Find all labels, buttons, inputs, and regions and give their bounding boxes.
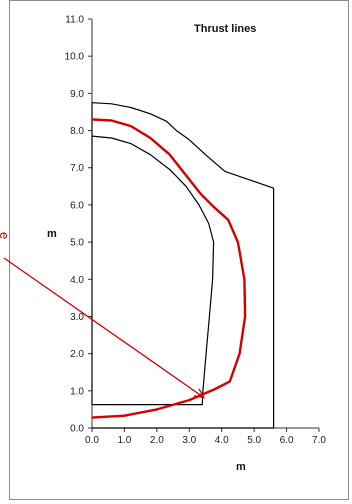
x-tick-label: 1.0 bbox=[117, 435, 131, 446]
y-tick-label: 7.0 bbox=[70, 163, 84, 174]
x-tick-label: 4.0 bbox=[215, 435, 229, 446]
x-tick-label: 6.0 bbox=[280, 435, 294, 446]
x-tick-label: 0.0 bbox=[85, 435, 99, 446]
y-tick-label: 10.0 bbox=[65, 52, 85, 63]
annotation-arrow-line bbox=[3, 257, 205, 399]
x-tick-label: 7.0 bbox=[312, 435, 326, 446]
annotation-arrow-head bbox=[193, 388, 206, 399]
x-axis-title: m bbox=[236, 461, 246, 473]
y-tick-label: 1.0 bbox=[70, 386, 84, 397]
y-tick-label: 3.0 bbox=[70, 312, 84, 323]
annotation-label-fragment: e bbox=[0, 232, 12, 239]
y-tick-label: 6.0 bbox=[70, 200, 84, 211]
series-line-2 bbox=[91, 135, 215, 406]
y-tick-label: 5.0 bbox=[70, 238, 84, 249]
y-tick-label: 0.0 bbox=[70, 424, 84, 435]
y-tick-label: 9.0 bbox=[70, 89, 84, 100]
x-tick-label: 2.0 bbox=[150, 435, 164, 446]
y-tick-label: 4.0 bbox=[70, 275, 84, 286]
series-line-1 bbox=[91, 102, 275, 429]
chart-frame bbox=[9, 0, 349, 500]
series-line-3 bbox=[91, 118, 247, 419]
x-tick-label: 5.0 bbox=[247, 435, 261, 446]
y-tick-label: 2.0 bbox=[70, 349, 84, 360]
y-tick-label: 8.0 bbox=[70, 126, 84, 137]
y-tick-label: 11.0 bbox=[65, 15, 84, 26]
chart-title: Thrust lines bbox=[194, 23, 256, 35]
y-axis-title: m bbox=[47, 228, 57, 240]
x-tick-label: 3.0 bbox=[182, 435, 196, 446]
